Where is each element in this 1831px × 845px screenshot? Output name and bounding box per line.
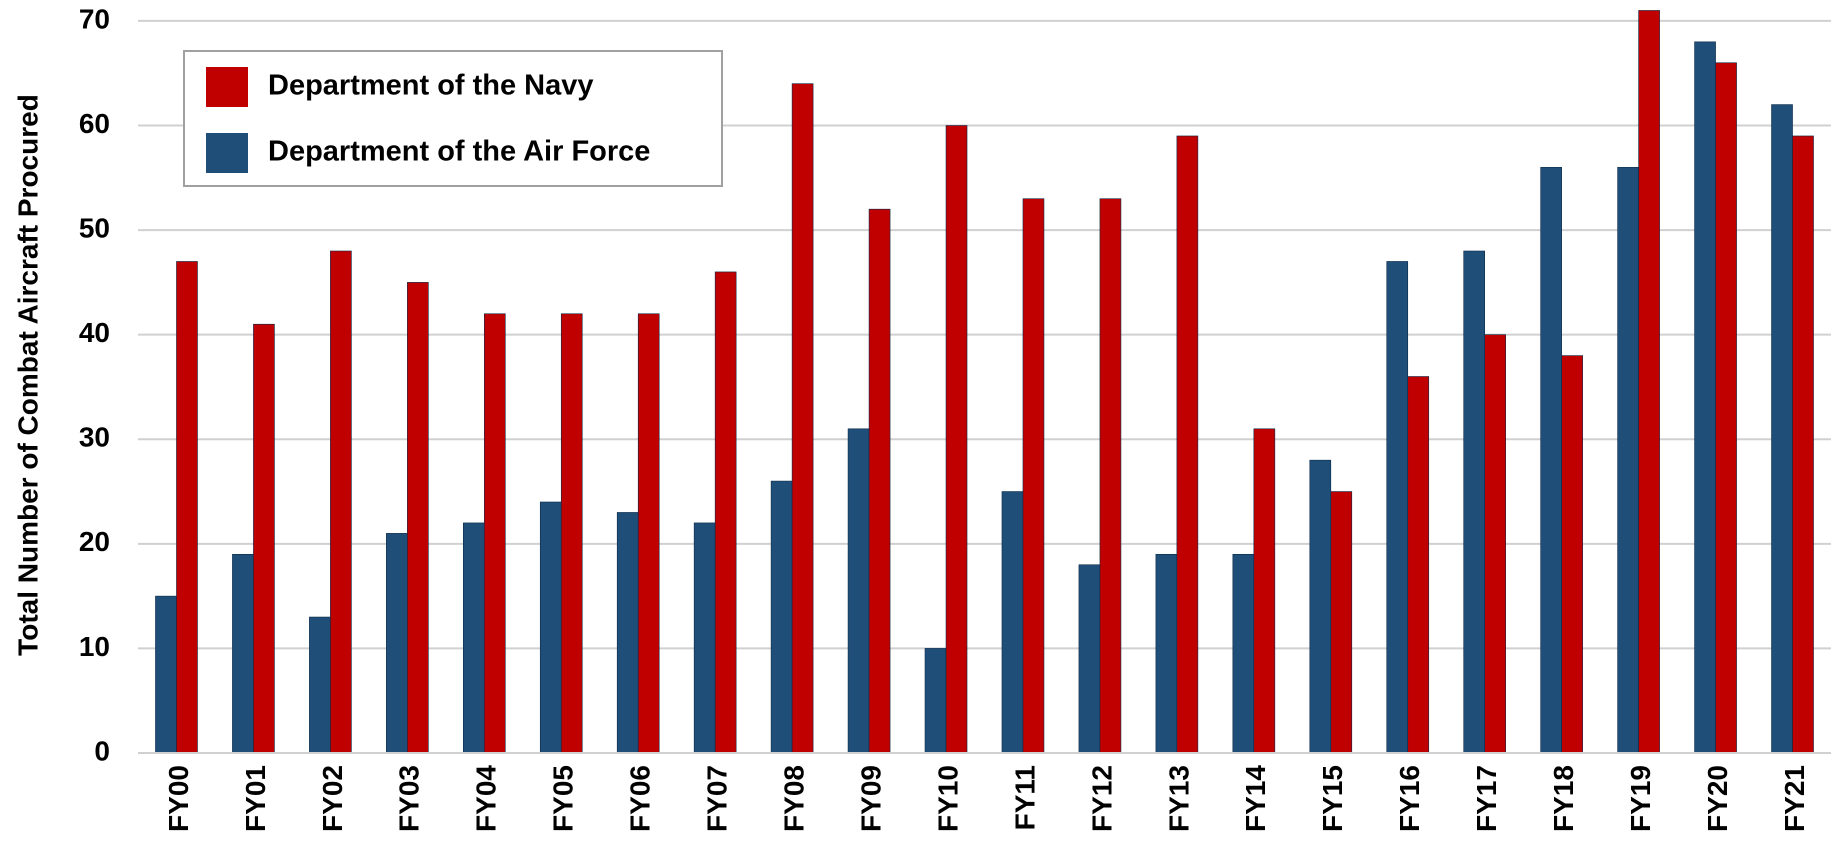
bar: [1715, 62, 1737, 754]
x-tick-label: FY06: [625, 765, 656, 832]
bar: [1232, 553, 1255, 754]
x-tick-label: FY15: [1317, 765, 1348, 832]
x-tick-label: FY00: [163, 765, 194, 832]
bar: [155, 595, 177, 754]
x-tick-label: FY08: [779, 765, 810, 832]
bar: [407, 282, 429, 754]
bar: [616, 512, 639, 754]
bar: [1540, 167, 1562, 754]
x-tick-label: FY10: [932, 765, 963, 832]
bar: [176, 261, 198, 754]
y-tick-label: 30: [79, 422, 110, 453]
bar: [1463, 250, 1486, 754]
bar: [1386, 261, 1409, 754]
bar: [1484, 334, 1507, 754]
bar: [791, 83, 814, 754]
bar: [924, 648, 947, 754]
bar: [1309, 459, 1332, 754]
bar: [1176, 135, 1199, 754]
y-axis-label: Total Number of Combat Aircraft Procured: [12, 94, 43, 656]
y-tick-label: 70: [79, 3, 110, 34]
y-tick-label: 40: [79, 317, 110, 348]
x-tick-label: FY03: [394, 765, 425, 832]
x-tick-label: FY02: [317, 765, 348, 832]
bar: [868, 208, 891, 754]
y-tick-label: 20: [79, 526, 110, 557]
bar: [232, 553, 254, 754]
x-tick-label: FY17: [1471, 765, 1502, 832]
bar: [1561, 355, 1583, 754]
bar: [1792, 135, 1814, 754]
legend-swatch: [206, 67, 248, 107]
x-tick-label: FY20: [1702, 765, 1733, 832]
x-tick-label: FY21: [1779, 765, 1810, 832]
bar: [714, 271, 737, 754]
legend-swatch: [206, 133, 248, 173]
x-tick-label: FY19: [1625, 765, 1656, 832]
bar: [253, 323, 275, 754]
bar: [1001, 491, 1024, 754]
legend-label: Department of the Navy: [268, 70, 594, 102]
bar: [1638, 10, 1660, 754]
bar: [1253, 428, 1276, 754]
y-tick-label: 10: [79, 631, 110, 662]
bar: [330, 250, 352, 754]
x-tick-label: FY07: [702, 765, 733, 832]
bar: [1022, 198, 1045, 754]
x-tick-label: FY09: [855, 765, 886, 832]
x-tick-label: FY14: [1240, 765, 1271, 832]
x-tick-label: FY11: [1009, 765, 1040, 830]
bar: [1099, 198, 1122, 754]
bar: [637, 313, 660, 754]
x-tick-label: FY13: [1163, 765, 1194, 832]
x-tick-label: FY18: [1548, 765, 1579, 832]
bar: [1330, 491, 1353, 754]
bar: [693, 522, 716, 754]
bar: [560, 313, 583, 754]
x-tick-label: FY01: [240, 765, 271, 832]
bar: [1407, 376, 1430, 754]
x-tick-label: FY16: [1394, 765, 1425, 832]
x-tick-label: FY04: [471, 765, 502, 832]
bar: [386, 533, 408, 754]
bar: [539, 501, 562, 754]
bar: [1617, 167, 1639, 754]
bar: [462, 522, 485, 754]
bar: [847, 428, 870, 754]
legend-label: Department of the Air Force: [268, 136, 650, 168]
bar: [309, 616, 331, 754]
y-tick-label: 0: [94, 735, 110, 766]
bar: [483, 313, 506, 754]
y-tick-label: 60: [79, 108, 110, 139]
y-tick-label: 50: [79, 212, 110, 243]
x-tick-label: FY05: [548, 765, 579, 832]
bar: [1078, 564, 1101, 754]
bar: [770, 480, 793, 754]
bar: [1694, 41, 1716, 754]
bar: [1771, 104, 1793, 754]
bar: [1155, 553, 1178, 754]
x-tick-label: FY12: [1086, 765, 1117, 832]
legend-box: [183, 50, 723, 187]
bar: [945, 125, 968, 754]
